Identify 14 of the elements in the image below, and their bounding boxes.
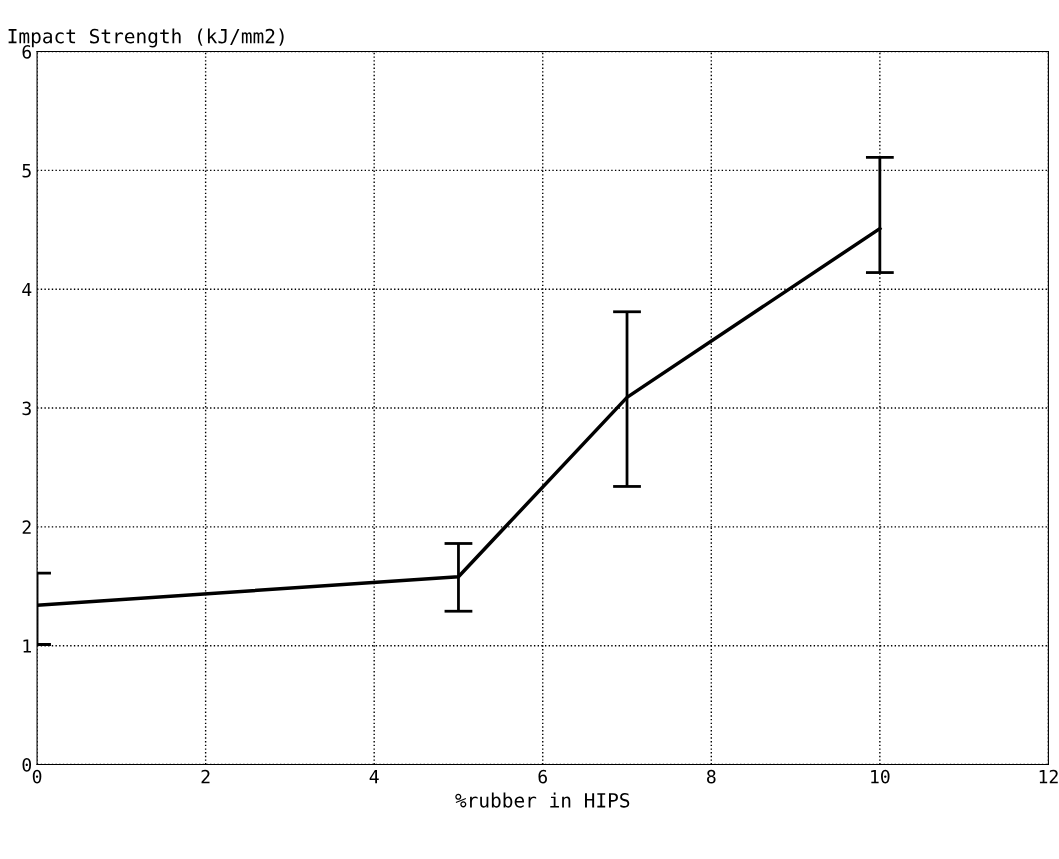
y-tick-label: 1 [23, 639, 31, 653]
x-tick-label: 6 [538, 769, 547, 784]
y-tick-label: 5 [22, 164, 31, 178]
y-tick-label: 2 [22, 520, 31, 534]
x-tick-label: 4 [369, 770, 379, 784]
y-tick-label: 4 [22, 282, 32, 297]
x-tick-label: 0 [32, 769, 42, 784]
x-tick-label: 12 [1039, 769, 1058, 784]
y-tick-label: 0 [22, 758, 32, 772]
x-axis-title: %rubber in HIPS [455, 792, 630, 808]
x-tick-label: 10 [871, 769, 890, 784]
x-tick-label: 2 [201, 769, 210, 784]
y-tick-label: 3 [22, 401, 31, 416]
x-tick-label: 8 [707, 769, 716, 784]
